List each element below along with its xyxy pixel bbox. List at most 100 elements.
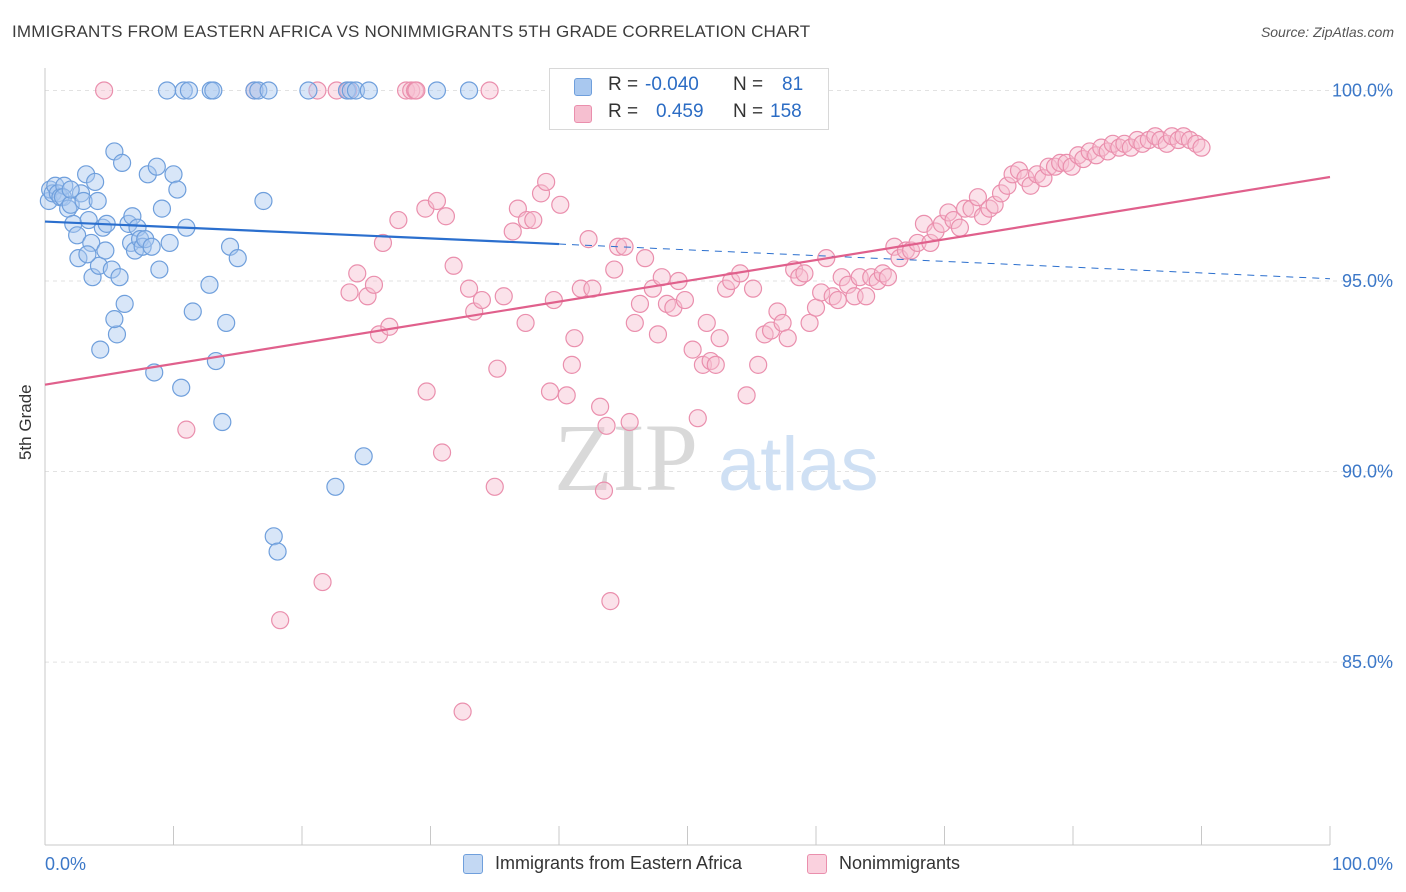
point-nonimmigrant [472, 290, 491, 310]
point-nonimmigrant [402, 81, 421, 100]
point-nonimmigrant [459, 279, 479, 298]
point-nonimmigrant [620, 412, 639, 432]
tick-labels: 85.0% 90.0% 95.0% 100.0% 0.0% 100.0% [45, 80, 1393, 874]
point-nonimmigrant [537, 172, 556, 192]
stats-r-value: 0.459 [656, 101, 704, 122]
point-eastern-africa [259, 81, 278, 100]
trend-line-eastern-africa-extension [558, 243, 1331, 280]
point-nonimmigrant [444, 256, 463, 275]
watermark-atlas: atlas [718, 422, 879, 507]
point-nonimmigrant [773, 313, 792, 333]
point-nonimmigrant [531, 184, 551, 203]
point-nonimmigrant [427, 191, 447, 211]
point-nonimmigrant [857, 287, 876, 306]
point-nonimmigrant [932, 214, 952, 233]
point-nonimmigrant [503, 222, 522, 241]
stats-r-label: R = [608, 74, 639, 95]
legend-swatch-pink [807, 854, 827, 874]
point-nonimmigrant [601, 592, 620, 611]
stats-n-label: N = [733, 101, 764, 122]
point-eastern-africa [102, 260, 121, 279]
point-eastern-africa [61, 180, 80, 199]
grid-lines [45, 89, 1395, 663]
point-eastern-africa [82, 233, 101, 253]
point-eastern-africa [341, 81, 360, 100]
point-eastern-africa [152, 199, 172, 218]
point-nonimmigrant [364, 275, 384, 294]
point-nonimmigrant [516, 313, 535, 333]
point-eastern-africa [157, 81, 177, 100]
point-nonimmigrant [1051, 153, 1070, 172]
point-nonimmigrant [544, 290, 563, 310]
point-eastern-africa [112, 153, 132, 172]
legend-label: Nonimmigrants [839, 853, 961, 873]
point-eastern-africa [136, 230, 155, 249]
point-eastern-africa [245, 81, 264, 100]
point-eastern-africa [264, 527, 283, 546]
point-eastern-africa [147, 157, 166, 176]
point-nonimmigrant [743, 279, 763, 298]
point-eastern-africa [74, 191, 93, 211]
point-eastern-africa [217, 313, 236, 333]
point-eastern-africa [107, 325, 127, 344]
point-nonimmigrant [800, 313, 819, 333]
point-nonimmigrant [737, 386, 756, 405]
point-nonimmigrant [998, 176, 1017, 195]
point-nonimmigrant [768, 302, 787, 321]
point-nonimmigrant [517, 210, 536, 230]
y-tick-label: 95.0% [1342, 271, 1393, 291]
stats-r-label: R = [608, 101, 639, 122]
point-nonimmigrant [436, 207, 456, 226]
point-nonimmigrant [389, 210, 408, 230]
point-eastern-africa [359, 81, 378, 100]
point-eastern-africa [150, 260, 169, 279]
point-nonimmigrant [828, 290, 847, 310]
point-eastern-africa [110, 268, 129, 287]
point-eastern-africa [96, 241, 115, 260]
point-nonimmigrant [540, 382, 560, 401]
legend-label: Immigrants from Eastern Africa [495, 853, 743, 873]
y-tick-label: 85.0% [1342, 652, 1393, 672]
stats-legend: R = -0.040 N = 81 R = 0.459 N = 158 [549, 68, 829, 130]
point-nonimmigrant [630, 294, 650, 313]
watermark-zip: ZIP [554, 404, 698, 511]
point-nonimmigrant [688, 409, 707, 428]
point-eastern-africa [83, 268, 102, 287]
point-nonimmigrant [562, 355, 581, 374]
point-eastern-africa [204, 81, 223, 100]
stats-n-value: 81 [782, 74, 804, 95]
point-nonimmigrant [944, 210, 963, 230]
series-legend: Immigrants from Eastern Africa Nonimmigr… [0, 852, 1406, 878]
stats-n-label: N = [733, 74, 764, 95]
x-tick-label: 100.0% [1332, 854, 1393, 874]
point-eastern-africa [459, 81, 479, 100]
chart-title: IMMIGRANTS FROM EASTERN AFRICA VS NONIMM… [12, 22, 811, 41]
trend-line-eastern-africa [44, 220, 560, 246]
point-eastern-africa [346, 81, 366, 100]
point-nonimmigrant [551, 195, 570, 214]
point-nonimmigrant [683, 340, 702, 359]
x-tick-label: 0.0% [45, 854, 86, 874]
point-eastern-africa [78, 245, 97, 264]
point-nonimmigrant [591, 397, 610, 416]
point-nonimmigrant [488, 359, 507, 378]
point-eastern-africa [326, 477, 345, 496]
point-eastern-africa [183, 302, 202, 321]
point-nonimmigrant [407, 81, 426, 100]
point-eastern-africa [249, 81, 268, 100]
point-eastern-africa [164, 165, 183, 184]
point-nonimmigrant [565, 329, 584, 348]
point-nonimmigrant [991, 184, 1011, 203]
point-nonimmigrant [1009, 161, 1029, 180]
point-nonimmigrant [710, 329, 729, 348]
point-nonimmigrant [597, 416, 616, 435]
point-nonimmigrant [795, 264, 814, 283]
stats-n-value: 158 [770, 101, 802, 122]
stats-r-value: -0.040 [645, 74, 699, 95]
stats-swatch-blue [574, 78, 592, 96]
point-nonimmigrant [373, 233, 393, 253]
point-eastern-africa [427, 81, 447, 100]
trend-lines [44, 175, 1331, 386]
point-nonimmigrant [579, 230, 598, 249]
